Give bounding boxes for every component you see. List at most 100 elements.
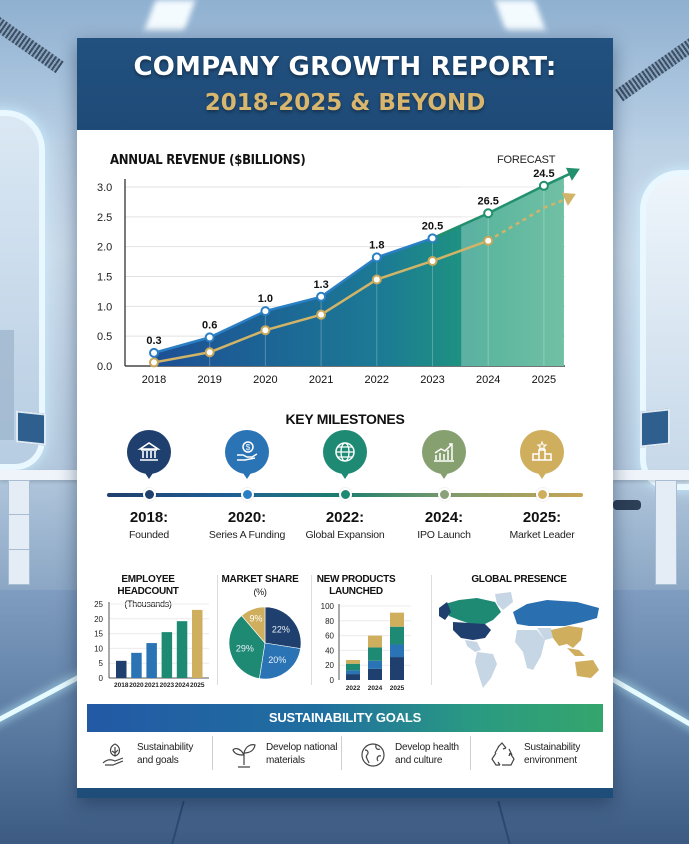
trend-line-segment [265,313,322,332]
desk [0,470,78,480]
milestone-pin [422,430,466,479]
sustainability-item: Develop health and culture [345,734,474,776]
pie-slice-label: 22% [272,624,290,634]
y-tick-label: 2.0 [97,242,112,254]
divider [311,575,312,685]
map-region-central-america [465,640,481,652]
y-tick-label: 20 [94,615,103,624]
milestone-year: 2025: [522,509,562,526]
y-tick-label: 10 [94,644,103,653]
sustainability-item: Sustainability environment [474,734,603,776]
milestone-year: 2020: [227,509,267,526]
x-tick-label: 2023 [420,374,444,386]
pie-slice [241,606,266,644]
trend-point [204,347,215,358]
stacked-bar-segment [368,668,382,680]
new-products-title: NEW PRODUCTS LAUNCHED [316,574,396,597]
revenue-arrow-head [565,167,580,181]
trend-line-segment [487,206,545,242]
timeline-dot [339,488,352,501]
y-tick-label: 1.0 [97,301,112,313]
stacked-bar-segment [368,635,382,648]
headcount-bar [161,632,173,678]
sustainability-item-line2: environment [524,755,577,766]
milestones-title: KEY MILESTONES [285,411,405,427]
milestone-item: 2022: Global Expansion [290,430,400,541]
sustainability-item-text: Develop national materials [266,741,338,767]
map-region-australia [575,660,599,678]
trend-arrow-head [561,192,576,206]
milestone-label: Global Expansion [305,529,385,541]
pie-slice [264,606,302,649]
stacked-bar-segment [346,674,360,680]
sustainability-item-line1: Develop health [395,742,459,753]
map-region-usa [453,622,491,640]
milestone-pin [520,430,564,479]
y-tick-label: 40 [325,646,334,655]
sustainability-item-line1: Develop national [266,742,338,753]
sprout-icon [232,744,256,768]
report-subtitle: 2018-2025 & BEYOND [204,90,486,116]
stacked-bar-segment [346,663,360,671]
y-tick-label: 0.0 [97,361,112,373]
y-tick-label: 3.0 [97,182,112,194]
world-map [439,592,599,688]
x-tick-label: 2021 [309,374,333,386]
milestone-year: 2022: [325,509,365,526]
milestone-pin: $ [225,430,269,479]
leaf-hand-icon [102,743,124,766]
milestone-year: 2018: [129,509,169,526]
revenue-line-segment [376,237,433,259]
podium-star-icon [532,440,552,461]
headcount-bar [176,621,188,678]
revenue-point [260,306,271,317]
stacked-bar-segment [390,612,404,627]
divider [470,736,471,770]
revenue-data-label: 0.3 [146,335,161,347]
stacked-bar-segment [390,657,404,680]
trend-point [316,309,327,320]
trend-point [260,325,271,336]
forecast-label: FORECAST [497,154,556,166]
pie-slice [259,642,301,680]
divider [212,736,213,770]
y-tick-label: 0 [330,676,335,685]
milestone-item: 2018: Founded [94,430,204,541]
revenue-area [154,177,564,366]
pie-slice [228,615,266,679]
sustainability-item-line1: Sustainability [524,742,581,753]
map-region-alaska [439,602,451,620]
x-tick-label: 2024 [175,682,190,689]
bank-icon [137,442,161,461]
sustainability-banner: SUSTAINABILITY GOALS [87,704,603,732]
headcount-title-text: EMPLOYEE HEADCOUNT [117,574,179,597]
y-tick-label: 0.5 [97,331,112,343]
sustainability-item-text: Develop health and culture [395,741,459,767]
sustainability-item-line2: materials [266,755,305,766]
stacked-bar-segment [390,644,404,658]
y-tick-label: 0 [99,674,104,683]
x-tick-label: 2022 [346,685,361,692]
trend-arrow-line [543,198,565,210]
stacked-bar-segment [368,647,382,661]
money-hand-icon: $ [237,441,258,461]
y-tick-label: 15 [94,630,103,639]
market-share-chart: 22% 20% 29% 9% [228,606,302,680]
stacked-bar-segment [346,670,360,675]
headcount-bar [116,660,127,678]
x-tick-label: 2021 [144,682,159,689]
pie-slice-label: 29% [236,644,254,654]
growth-chart-icon [434,443,454,462]
y-tick-label: 2.5 [97,212,112,224]
x-tick-label: 2024 [476,374,500,386]
stacked-bar-segment [368,660,382,669]
y-tick-label: 25 [94,600,103,609]
monitor [16,410,46,446]
milestone-year: 2024: [424,509,464,526]
poster-bottom-edge [77,788,613,798]
timeline-dot [438,488,451,501]
headcount-bar [192,609,203,678]
y-tick-label: 1.5 [97,272,112,284]
market-share-title: MARKET SHARE (%) [219,574,301,599]
revenue-data-label: 26.5 [477,195,498,207]
